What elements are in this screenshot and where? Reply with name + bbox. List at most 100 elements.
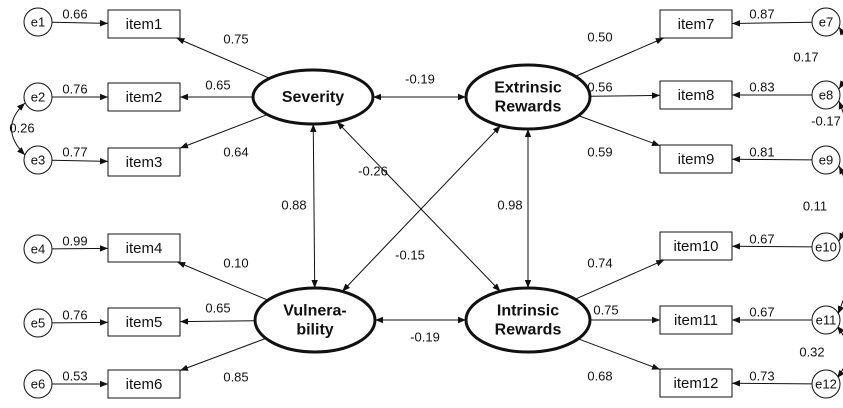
indicator-label: item2 — [126, 89, 163, 106]
covariance-arrow — [341, 125, 501, 292]
edge-label: 0.67 — [749, 231, 774, 246]
covariance-arrow — [336, 121, 501, 292]
error-term — [23, 234, 53, 264]
edge-label: 0.26 — [9, 120, 34, 135]
path-arrow — [731, 243, 813, 250]
latent-construct — [253, 286, 377, 354]
covariance-curve — [11, 102, 26, 156]
indicator-label: item3 — [126, 154, 163, 171]
error-term — [811, 7, 841, 37]
path-arrow — [51, 157, 109, 165]
edge-label: 0.74 — [587, 255, 612, 270]
path-arrow — [51, 319, 109, 326]
edge-label: 0.68 — [587, 368, 612, 383]
edge-label: 0.32 — [799, 344, 824, 359]
path-arrow — [574, 259, 665, 300]
edge-label: 0.53 — [62, 368, 87, 383]
latent-construct — [464, 63, 592, 131]
error-term — [23, 7, 53, 37]
path-arrow — [589, 92, 661, 99]
latent-label: Intrinsic — [497, 303, 559, 320]
error-term — [811, 305, 841, 335]
edge-label: -0.19 — [410, 329, 440, 344]
latent-label: Rewards — [495, 322, 562, 339]
error-label: e5 — [31, 315, 45, 330]
edge-label: 0.65 — [205, 77, 230, 92]
error-label: e6 — [31, 376, 45, 391]
latent-label: Rewards — [495, 99, 562, 116]
error-term — [811, 145, 841, 175]
error-label: e11 — [816, 312, 837, 327]
path-arrow — [577, 338, 661, 370]
path-arrow — [578, 115, 661, 147]
edge-label: 0.87 — [749, 6, 774, 21]
covariance-curve — [838, 165, 843, 242]
edge-label: 0.83 — [749, 79, 774, 94]
covariance-curve — [838, 26, 843, 90]
indicator-label: item8 — [678, 87, 715, 104]
edge-label: 0.59 — [587, 144, 612, 159]
error-term — [811, 232, 841, 262]
indicator-box — [659, 368, 733, 398]
error-term — [811, 369, 841, 399]
indicator-label: item12 — [673, 375, 718, 392]
error-label: e4 — [31, 241, 45, 256]
error-term — [23, 82, 53, 112]
edge-label: 0.75 — [223, 31, 248, 46]
error-term — [23, 369, 53, 399]
indicator-label: item9 — [678, 151, 715, 168]
edge-label: 0.75 — [593, 302, 618, 317]
latent-construct — [464, 286, 592, 354]
covariance-arrow — [310, 123, 318, 289]
edge-label: 0.98 — [497, 197, 522, 212]
edge-label: 0.65 — [205, 300, 230, 315]
edge-label: 0.50 — [587, 29, 612, 44]
path-arrow — [176, 37, 270, 79]
indicator-label: item6 — [126, 376, 163, 393]
indicator-box — [107, 233, 181, 263]
edge-label: 0.17 — [793, 49, 818, 64]
path-arrow — [179, 318, 256, 325]
indicator-label: item5 — [126, 314, 163, 331]
edge-label: 0.76 — [62, 307, 87, 322]
indicator-box — [659, 305, 733, 335]
latent-label: bility — [296, 322, 333, 339]
latent-label: Vulnera- — [283, 303, 346, 320]
path-arrow — [177, 261, 269, 301]
edge-label: 0.85 — [223, 369, 248, 384]
path-arrow — [731, 20, 813, 27]
error-label: e10 — [815, 239, 837, 254]
error-label: e2 — [31, 89, 45, 104]
error-term — [23, 308, 53, 338]
edge-label: 0.10 — [223, 255, 248, 270]
edge-label: 0.76 — [62, 81, 87, 96]
indicator-label: item11 — [674, 312, 718, 329]
covariance-curve — [837, 100, 843, 315]
error-term — [811, 80, 841, 110]
edge-label: -0.19 — [405, 71, 435, 86]
indicator-label: item4 — [126, 240, 163, 257]
indicator-label: item10 — [673, 238, 718, 255]
latent-label: Severity — [282, 89, 344, 106]
error-label: e7 — [819, 14, 833, 29]
indicator-box — [659, 144, 733, 174]
edge-label: 0.81 — [749, 144, 774, 159]
path-arrow — [575, 37, 664, 77]
error-label: e9 — [819, 152, 833, 167]
indicator-box — [107, 82, 181, 112]
edge-label: 0.56 — [587, 79, 612, 94]
path-arrow — [731, 380, 813, 387]
indicator-label: item1 — [126, 16, 163, 33]
indicator-box — [107, 147, 181, 177]
edge-label: -0.15 — [395, 247, 425, 262]
error-label: e8 — [819, 87, 833, 102]
indicator-box — [107, 9, 181, 39]
path-arrow — [51, 245, 109, 252]
edge-label: 0.88 — [281, 197, 306, 212]
indicator-box — [107, 369, 181, 399]
error-label: e1 — [31, 14, 45, 29]
edge-label: 0.73 — [749, 368, 774, 383]
path-arrow — [179, 337, 267, 371]
edge-label: -0.26 — [358, 163, 388, 178]
error-term — [23, 145, 53, 175]
